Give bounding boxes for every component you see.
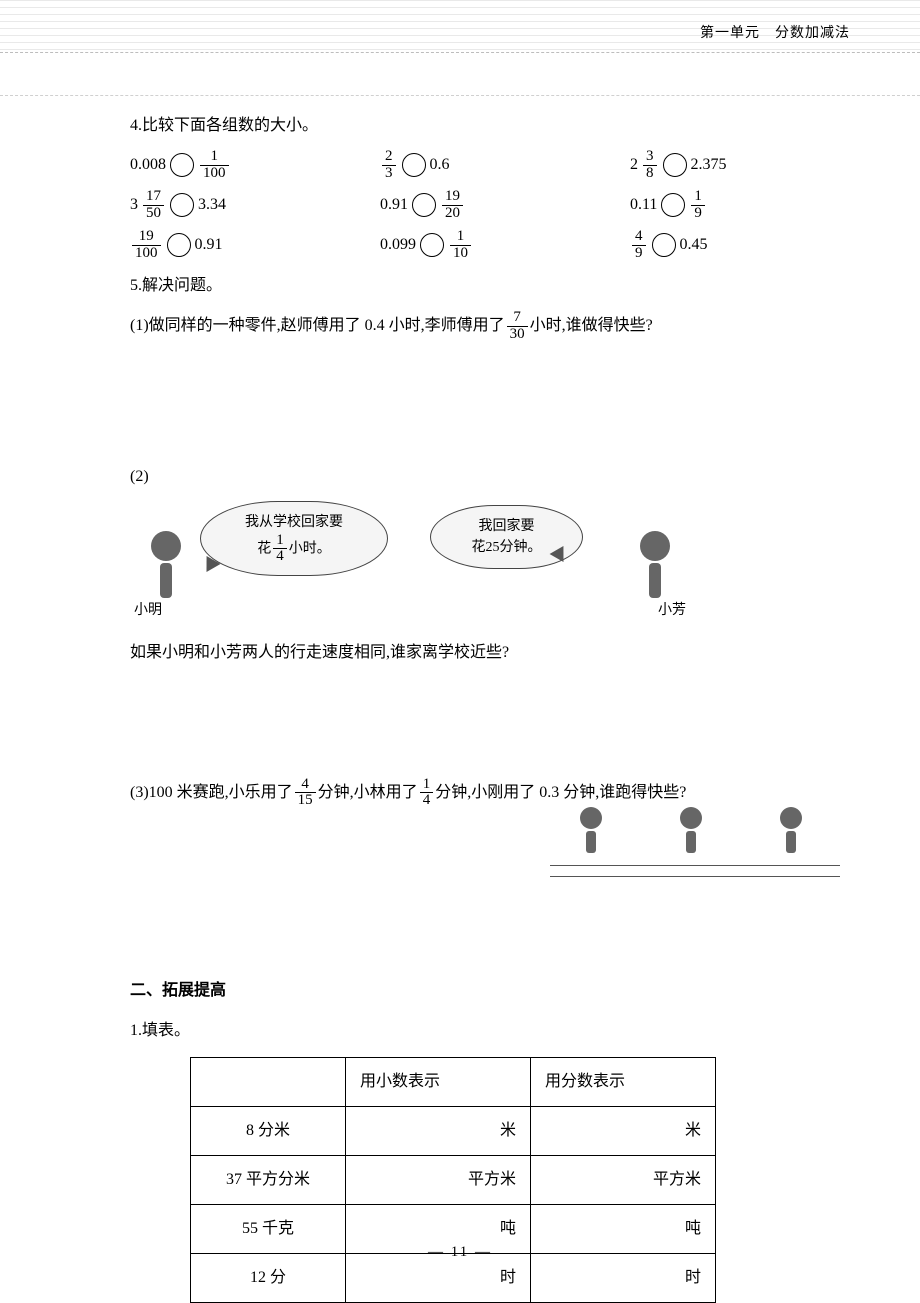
table-cell-decimal[interactable]: 时 [346, 1254, 531, 1303]
q5-1-pre: (1)做同样的一种零件,赵师傅用了 0.4 小时,李师傅用了 [130, 317, 505, 334]
q5-3-pre: (3)100 米赛跑,小乐用了 [130, 784, 293, 801]
header-separator [0, 95, 920, 96]
compare-circle[interactable] [412, 193, 436, 217]
compare-circle[interactable] [652, 233, 676, 257]
table-row: 用小数表示 用分数表示 [191, 1058, 716, 1107]
comparison-item: 0.099110 [380, 228, 630, 262]
bubble1-mid: 花 [257, 541, 271, 556]
name-xiaofang: 小芳 [658, 597, 686, 625]
compare-circle[interactable] [661, 193, 685, 217]
comparison-item: 2382.375 [630, 148, 880, 182]
q5-part2-label: (2) [130, 461, 880, 493]
q5-part3: (3)100 米赛跑,小乐用了415分钟,小林用了14分钟,小刚用了 0.3 分… [130, 777, 880, 810]
comparison-row: 317503.340.9119200.1119 [130, 188, 880, 222]
table-row: 37 平方分米平方米平方米 [191, 1156, 716, 1205]
table-header: 用小数表示 [346, 1058, 531, 1107]
comparison-item: 0.911920 [380, 188, 630, 222]
table-cell-fraction[interactable]: 平方米 [531, 1156, 716, 1205]
compare-circle[interactable] [402, 153, 426, 177]
q5-part2-question: 如果小明和小芳两人的行走速度相同,谁家离学校近些? [130, 637, 880, 669]
page-number: — 11 — [0, 1244, 920, 1261]
runners-graphic [550, 797, 840, 887]
q5-1-frac: 730 [507, 310, 528, 343]
q5-1-post: 小时,谁做得快些? [530, 317, 653, 334]
compare-circle[interactable] [167, 233, 191, 257]
table-cell-label: 37 平方分米 [191, 1156, 346, 1205]
bubble1-post: 小时。 [289, 541, 331, 556]
table-cell-label: 8 分米 [191, 1107, 346, 1156]
table-row: 12 分时时 [191, 1254, 716, 1303]
name-xiaoming: 小明 [134, 597, 162, 625]
q5-3-frac1: 415 [295, 777, 316, 810]
comparison-item: 230.6 [380, 148, 630, 182]
compare-circle[interactable] [170, 193, 194, 217]
table-cell-fraction[interactable]: 时 [531, 1254, 716, 1303]
child-xiaofang: 我回家要 花25分钟。 小芳 [430, 501, 690, 621]
comparison-row: 191000.910.099110490.45 [130, 228, 880, 262]
q4-title: 4.比较下面各组数的大小。 [130, 110, 880, 142]
comparison-item: 317503.34 [130, 188, 380, 222]
comparison-row: 0.0081100230.62382.375 [130, 148, 880, 182]
table-cell-label: 12 分 [191, 1254, 346, 1303]
q5-3-mid1: 分钟,小林用了 [318, 784, 418, 801]
comparison-item: 191000.91 [130, 228, 380, 262]
table-header [191, 1058, 346, 1107]
q5-title: 5.解决问题。 [130, 270, 880, 302]
bubble1-pre: 我从学校回家要 [245, 515, 343, 530]
q5-part2-graphic: 我从学校回家要 花14小时。 小明 我回家要 花25分钟。 小芳 [130, 501, 880, 621]
sec2-q1: 1.填表。 [130, 1015, 880, 1047]
table-cell-fraction[interactable]: 米 [531, 1107, 716, 1156]
comparison-item: 0.0081100 [130, 148, 380, 182]
comparison-item: 490.45 [630, 228, 880, 262]
table-cell-decimal[interactable]: 平方米 [346, 1156, 531, 1205]
table-cell-decimal[interactable]: 米 [346, 1107, 531, 1156]
table-row: 8 分米米米 [191, 1107, 716, 1156]
q5-3-frac2: 14 [420, 777, 434, 810]
comparison-item: 0.1119 [630, 188, 880, 222]
compare-circle[interactable] [663, 153, 687, 177]
section2-title: 二、拓展提高 [130, 975, 880, 1007]
bubble1-frac: 14 [273, 533, 287, 566]
compare-circle[interactable] [170, 153, 194, 177]
table-header: 用分数表示 [531, 1058, 716, 1107]
compare-circle[interactable] [420, 233, 444, 257]
fill-table: 用小数表示 用分数表示 8 分米米米37 平方分米平方米平方米55 千克吨吨12… [190, 1057, 716, 1303]
q5-part1: (1)做同样的一种零件,赵师傅用了 0.4 小时,李师傅用了730小时,谁做得快… [130, 310, 880, 343]
header-unit-title: 第一单元 分数加减法 [700, 22, 850, 42]
child-xiaoming: 我从学校回家要 花14小时。 小明 [130, 501, 390, 621]
